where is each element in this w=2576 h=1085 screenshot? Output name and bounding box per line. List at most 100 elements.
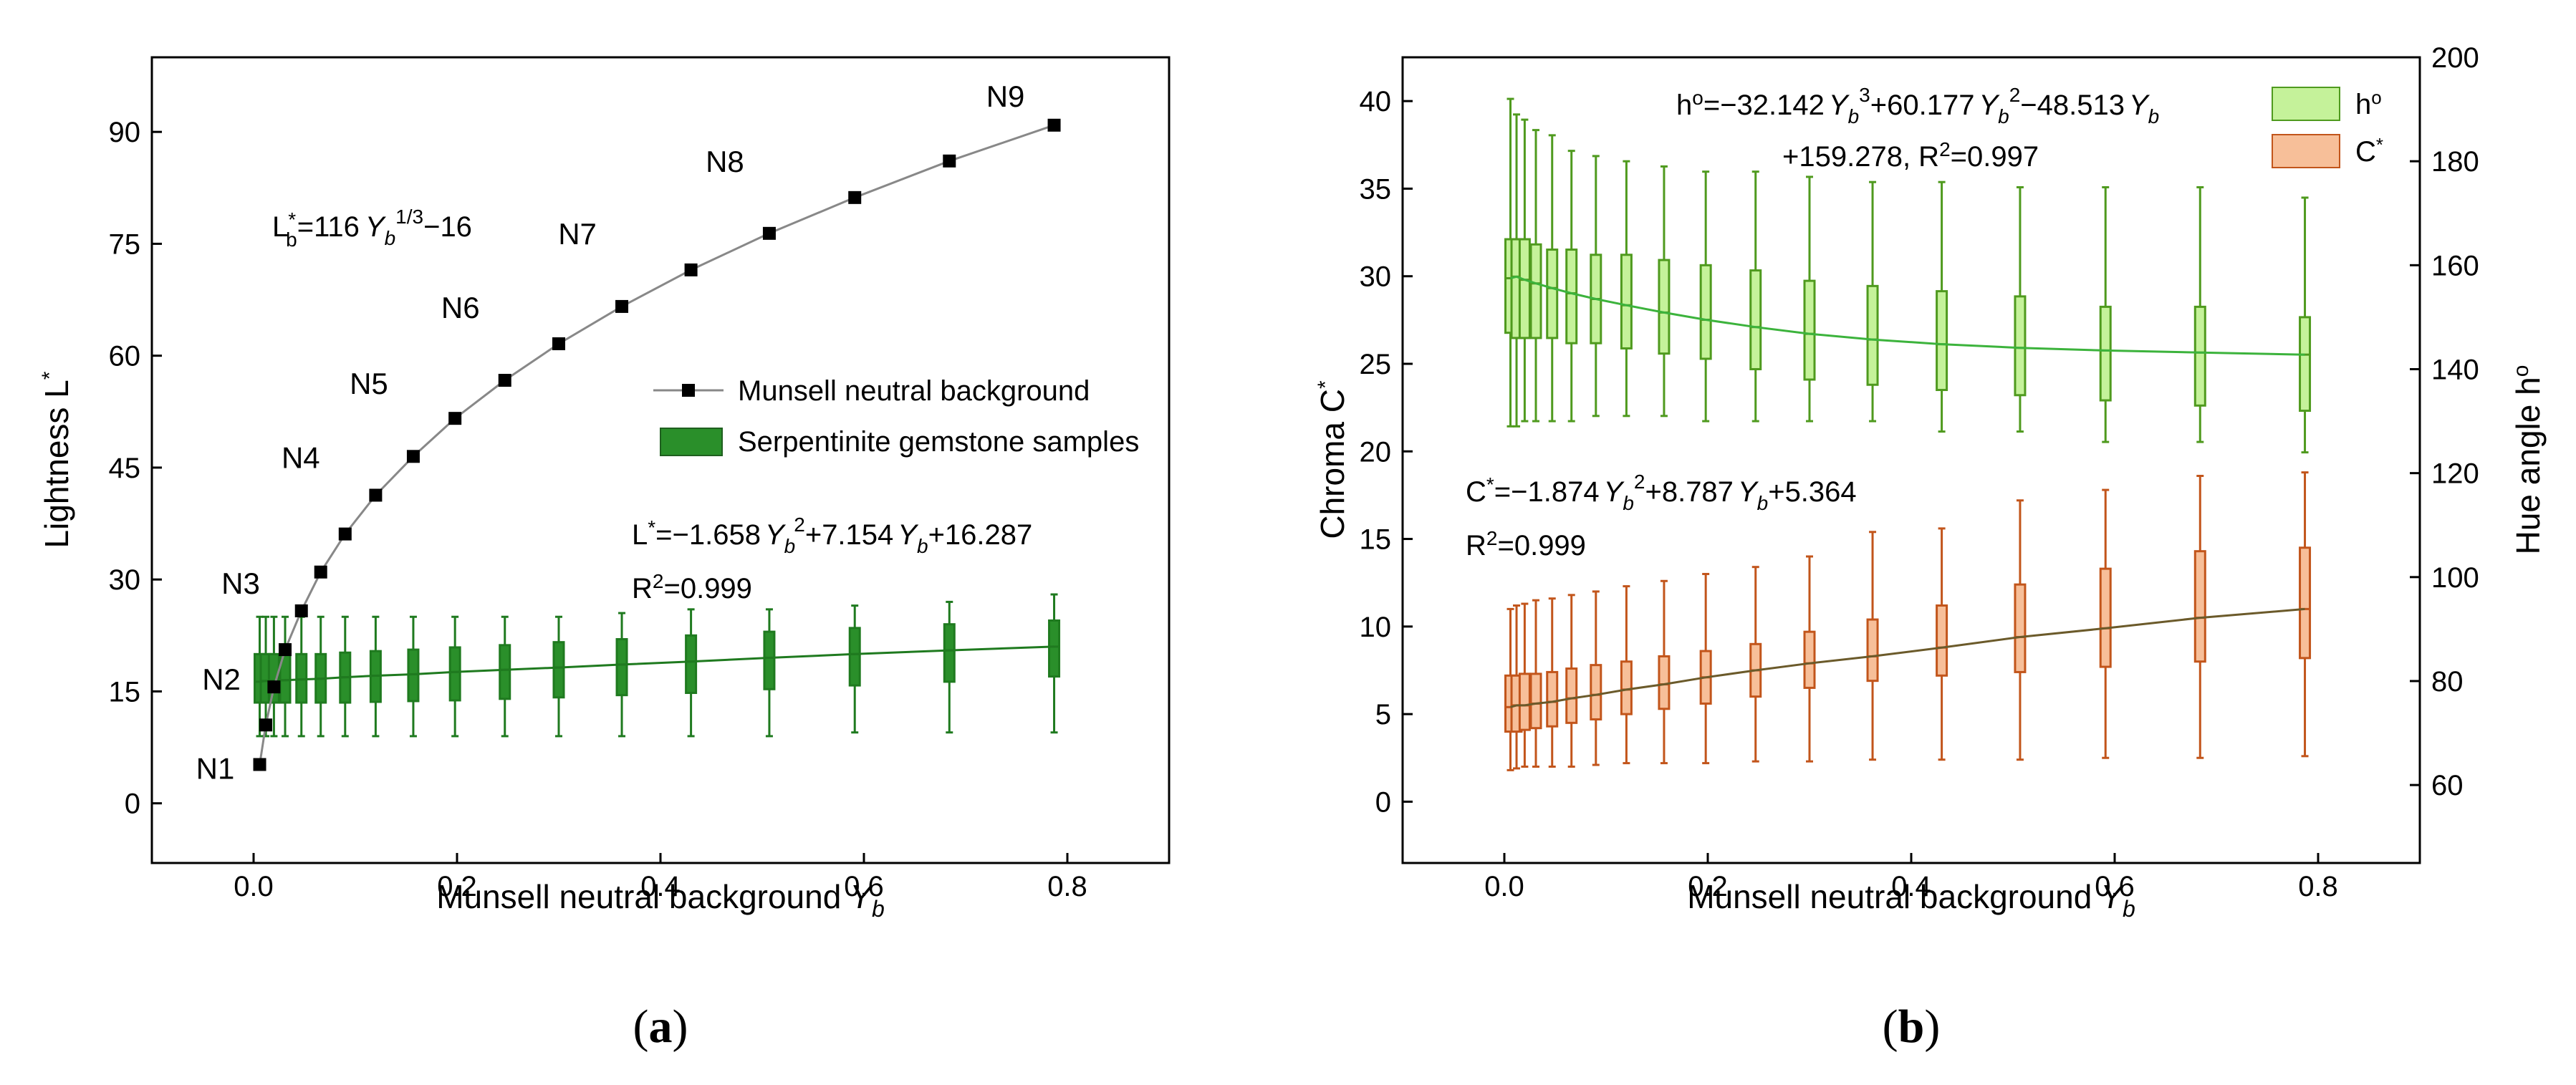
munsell-point-label: N6: [441, 291, 480, 324]
chart-b-y-axis-label: Chroma C*: [1314, 380, 1351, 539]
chart-b-y2-axis-label: Hue angle ho: [2509, 365, 2547, 555]
x-tick-label: 0.4: [640, 871, 681, 902]
legend-hue-swatch: [2272, 87, 2340, 121]
chart-a-munsell-series: [253, 118, 1061, 771]
y2-tick-label: 140: [2431, 354, 2479, 385]
munsell-point: [762, 226, 776, 240]
hue-box: [1803, 279, 1816, 381]
chart-b-hue-series: [1504, 97, 2312, 454]
munsell-point: [498, 374, 511, 387]
chart-b-legend: ho C*: [2272, 87, 2383, 168]
chart-a-panel-label: (a): [633, 1000, 688, 1053]
serpentinite-box: [615, 638, 628, 697]
hue-box: [1620, 254, 1633, 349]
chart-b-chroma-series: [1504, 471, 2312, 771]
chart-a-y-ticks: 0 15 30 45 60 75 90: [109, 117, 162, 820]
y-tick-label: 20: [1360, 436, 1392, 468]
hue-box: [1518, 238, 1531, 339]
x-tick-label: 0.0: [1484, 871, 1524, 902]
chart-a-y-axis-label: Lightness L*: [38, 371, 75, 548]
serpentinite-box: [499, 644, 511, 700]
munsell-point-label: N5: [350, 367, 388, 400]
y-tick-label: 10: [1360, 612, 1392, 643]
munsell-point: [314, 565, 327, 579]
munsell-point: [267, 680, 281, 694]
chroma-box: [2099, 567, 2112, 668]
y2-tick-label: 160: [2431, 250, 2479, 281]
hue-box: [1546, 249, 1559, 339]
munsell-point: [552, 337, 565, 350]
serpentinite-box: [1048, 619, 1061, 678]
y-tick-label: 35: [1360, 173, 1392, 205]
hue-box: [2193, 305, 2206, 407]
chart-b: 0.0 0.2 0.4 0.6 0.8 0 5 10 15 20 25 30 35 40 60 80 100…: [1314, 42, 2547, 1053]
y2-tick-label: 200: [2431, 42, 2479, 74]
serpentinite-box: [448, 646, 461, 702]
chroma-median-line: [1510, 607, 2305, 708]
munsell-point-label: N9: [986, 79, 1025, 113]
x-tick-label: 0.2: [437, 871, 477, 902]
chart-b-panel-label: (b): [1883, 1000, 1941, 1053]
legend-hue-label: ho: [2355, 87, 2382, 120]
y-tick-label: 0: [125, 789, 140, 820]
chart-b-x-ticks: 0.0 0.2 0.4 0.6 0.8: [1484, 853, 2338, 902]
munsell-point: [448, 412, 462, 425]
munsell-point: [943, 154, 956, 168]
munsell-point: [279, 643, 292, 657]
y-tick-label: 0: [1375, 786, 1391, 818]
chroma-box: [1590, 664, 1602, 720]
y-tick-label: 75: [109, 228, 141, 260]
serpentinite-median-line: [259, 645, 1054, 683]
munsell-point-label: N4: [282, 440, 320, 474]
y-tick-label: 5: [1375, 699, 1391, 730]
chart-a-serpentinite-series: [254, 593, 1061, 738]
hue-box: [2014, 295, 2027, 397]
chroma-box: [1518, 672, 1531, 731]
chroma-box: [1546, 670, 1559, 728]
chart-b-equation-1: ho=−32.142 Yb3+60.177 Yb2−48.513 Yb: [1676, 84, 2159, 127]
chart-a-x-ticks: 0.0 0.2 0.4 0.6 0.8: [234, 853, 1087, 902]
munsell-point: [684, 263, 698, 276]
chroma-box: [1565, 667, 1578, 724]
x-tick-label: 0.0: [234, 871, 274, 902]
y2-tick-label: 180: [2431, 146, 2479, 178]
munsell-point: [259, 718, 273, 732]
y2-tick-label: 100: [2431, 562, 2479, 594]
munsell-point: [1047, 118, 1061, 132]
legend-chroma-label: C*: [2355, 134, 2383, 168]
y-tick-label: 30: [109, 564, 141, 596]
y-tick-label: 25: [1360, 349, 1392, 380]
hue-median-line: [1510, 275, 2305, 356]
chroma-box: [1866, 618, 1879, 683]
munsell-point: [615, 299, 629, 313]
x-tick-label: 0.4: [1891, 871, 1931, 902]
chroma-box: [1803, 630, 1816, 689]
chart-a: 0.0 0.2 0.4 0.6 0.8 0 15 30 45 60 75 90 N1 N2 N3 N4 N5…: [38, 56, 1171, 1053]
chart-a-equation-2: L*=−1.658 Yb2+7.154 Yb+16.287: [632, 513, 1032, 557]
y-tick-label: 30: [1360, 261, 1392, 293]
x-tick-label: 0.2: [1688, 871, 1728, 902]
legend-serpentinite-swatch: [660, 428, 723, 456]
chart-b-plot-frame: [1401, 56, 2421, 864]
hue-box: [1565, 249, 1578, 344]
chroma-box: [1936, 604, 1948, 677]
legend-serpentinite-label: Serpentinite gemstone samples: [738, 426, 1139, 458]
chart-a-legend: Munsell neutral background Serpentinite …: [653, 375, 1139, 458]
y-tick-label: 90: [109, 117, 141, 148]
munsell-point-label: N3: [221, 566, 260, 600]
legend-chroma-swatch: [2272, 134, 2340, 168]
serpentinite-box: [685, 634, 698, 695]
chart-a-r-squared: R2=0.999: [632, 570, 752, 604]
munsell-point-label: N2: [202, 662, 241, 696]
y2-tick-label: 80: [2431, 666, 2464, 698]
chroma-box: [2014, 583, 2027, 673]
legend-munsell-label: Munsell neutral background: [738, 375, 1090, 407]
y-tick-label: 15: [1360, 524, 1392, 556]
chroma-box: [2299, 546, 2312, 660]
munsell-point-label: N8: [706, 145, 744, 178]
y-tick-label: 60: [109, 341, 141, 372]
chart-b-equation-2: C*=−1.874 Yb2+8.787 Yb+5.364: [1466, 471, 1857, 514]
serpentinite-box: [763, 630, 776, 690]
hue-box: [1866, 284, 1879, 386]
